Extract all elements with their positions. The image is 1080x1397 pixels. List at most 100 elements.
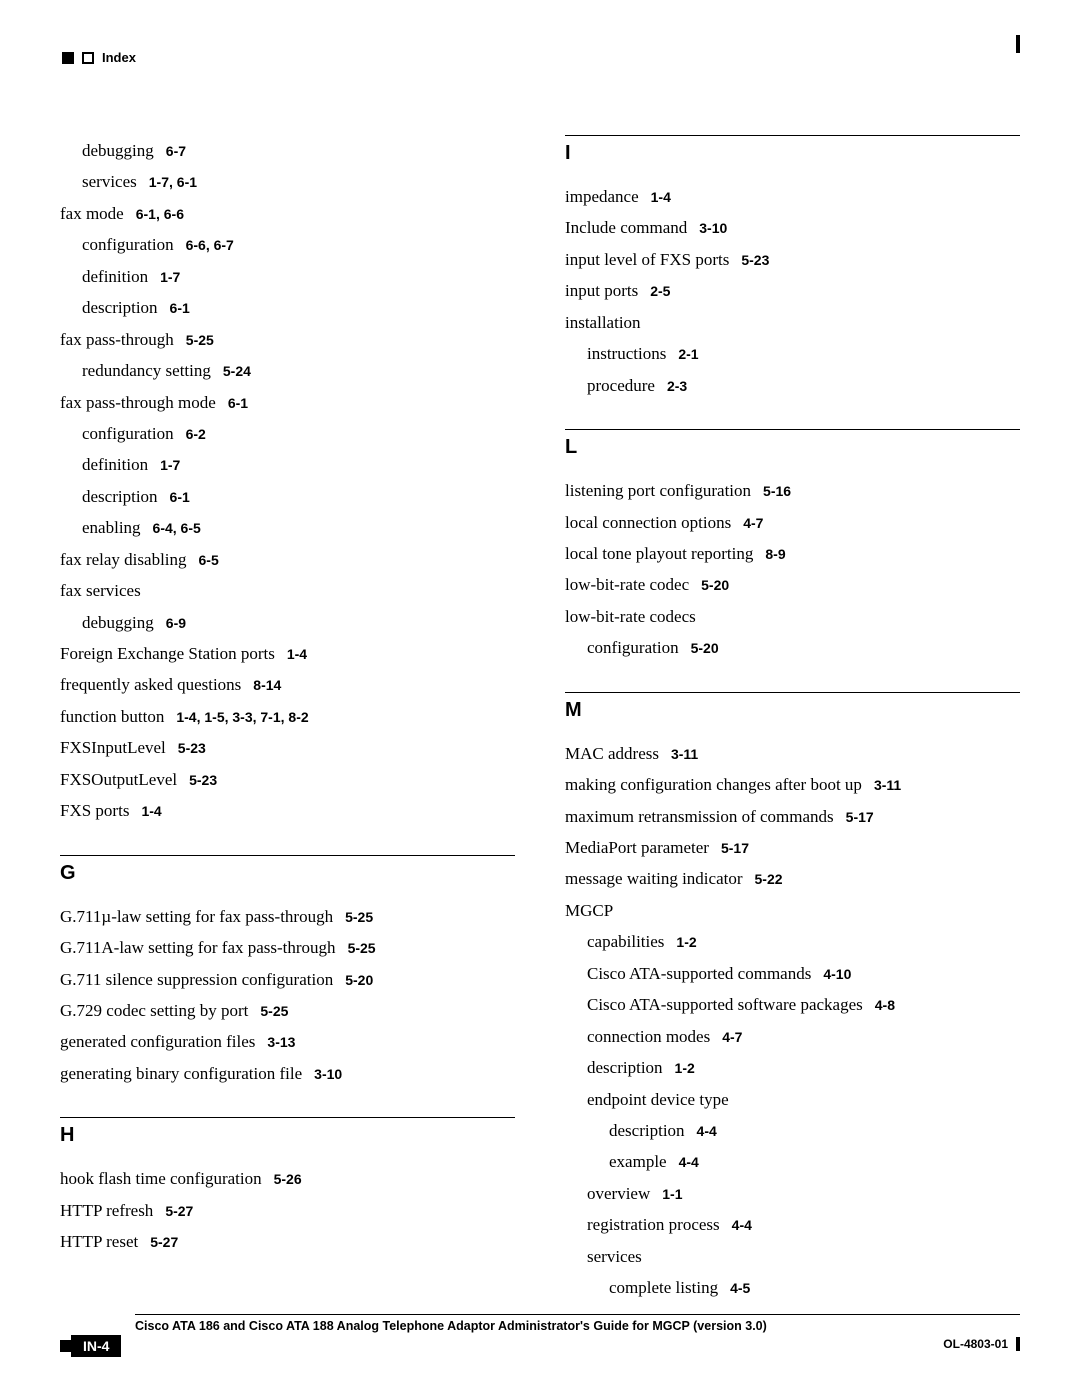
footer-doc-id: OL-4803-01	[943, 1319, 1020, 1351]
index-entry: definition1-7	[60, 261, 515, 292]
index-entry: low-bit-rate codecs	[565, 601, 1020, 632]
index-page-ref: 4-4	[667, 1154, 699, 1170]
index-entry: HTTP reset5-27	[60, 1226, 515, 1257]
header-outline-icon	[82, 52, 94, 64]
index-page-ref: 6-5	[187, 552, 219, 568]
footer-tick-icon	[1016, 1337, 1020, 1351]
index-term: fax pass-through	[60, 330, 174, 349]
index-term: configuration	[82, 424, 174, 443]
index-page-ref: 6-4, 6-5	[141, 520, 201, 536]
page-number: IN-4	[71, 1335, 121, 1357]
index-entry: fax services	[60, 575, 515, 606]
index-entry: function button1-4, 1-5, 3-3, 7-1, 8-2	[60, 701, 515, 732]
index-entry: fax relay disabling6-5	[60, 544, 515, 575]
index-entry: Include command3-10	[565, 212, 1020, 243]
index-term: description	[609, 1121, 685, 1140]
index-term: generated configuration files	[60, 1032, 255, 1051]
index-entry: Cisco ATA-supported commands4-10	[565, 958, 1020, 989]
index-term: complete listing	[609, 1278, 718, 1297]
index-term: Cisco ATA-supported commands	[587, 964, 811, 983]
page-footer: Cisco ATA 186 and Cisco ATA 188 Analog T…	[60, 1314, 1020, 1357]
index-entry: Cisco ATA-supported software packages4-8	[565, 989, 1020, 1020]
index-page-ref: 5-27	[138, 1234, 178, 1250]
index-term: overview	[587, 1184, 650, 1203]
index-page-ref: 3-11	[659, 746, 698, 762]
index-entry: FXSInputLevel5-23	[60, 732, 515, 763]
index-page: Index debugging6-7services1-7, 6-1fax mo…	[0, 0, 1080, 1397]
index-page-ref: 6-6, 6-7	[174, 237, 234, 253]
index-term: description	[82, 487, 158, 506]
index-page-ref: 4-5	[718, 1280, 750, 1296]
section-letter: L	[565, 436, 1020, 459]
section-letter: M	[565, 699, 1020, 722]
index-term: maximum retransmission of commands	[565, 807, 834, 826]
index-term: listening port configuration	[565, 481, 751, 500]
index-page-ref: 5-23	[177, 772, 217, 788]
index-page-ref: 3-13	[255, 1034, 295, 1050]
index-term: fax relay disabling	[60, 550, 187, 569]
index-entry: MediaPort parameter5-17	[565, 832, 1020, 863]
index-term: fax services	[60, 581, 141, 600]
index-entry: impedance1-4	[565, 181, 1020, 212]
section-rule	[60, 1117, 515, 1118]
index-page-ref: 2-5	[638, 283, 670, 299]
index-page-ref: 6-1, 6-6	[124, 206, 184, 222]
index-page-ref: 5-24	[211, 363, 251, 379]
index-page-ref: 1-7	[148, 457, 180, 473]
index-entry: installation	[565, 307, 1020, 338]
index-entry: connection modes4-7	[565, 1021, 1020, 1052]
index-entry: debugging6-7	[60, 135, 515, 166]
index-page-ref: 5-26	[262, 1171, 302, 1187]
index-term: hook flash time configuration	[60, 1169, 262, 1188]
index-entry: G.711A-law setting for fax pass-through5…	[60, 932, 515, 963]
index-page-ref: 5-20	[333, 972, 373, 988]
index-entry: configuration6-2	[60, 418, 515, 449]
index-term: G.711 silence suppression configuration	[60, 970, 333, 989]
index-term: procedure	[587, 376, 655, 395]
index-entry: G.729 codec setting by port5-25	[60, 995, 515, 1026]
index-entry: debugging6-9	[60, 607, 515, 638]
index-page-ref: 4-7	[731, 515, 763, 531]
index-term: instructions	[587, 344, 666, 363]
index-entry: example4-4	[565, 1146, 1020, 1177]
index-term: G.711µ-law setting for fax pass-through	[60, 907, 333, 926]
index-term: local connection options	[565, 513, 731, 532]
section-rule	[565, 429, 1020, 430]
index-term: configuration	[82, 235, 174, 254]
index-page-ref: 1-2	[663, 1060, 695, 1076]
index-term: local tone playout reporting	[565, 544, 753, 563]
index-entry: complete listing4-5	[565, 1272, 1020, 1303]
index-page-ref: 1-7	[148, 269, 180, 285]
index-term: MAC address	[565, 744, 659, 763]
index-term: Cisco ATA-supported software packages	[587, 995, 863, 1014]
index-page-ref: 1-4, 1-5, 3-3, 7-1, 8-2	[164, 709, 308, 725]
index-term: input level of FXS ports	[565, 250, 729, 269]
index-entry: services	[565, 1241, 1020, 1272]
index-entry: procedure2-3	[565, 370, 1020, 401]
section-rule	[60, 855, 515, 856]
index-term: FXSInputLevel	[60, 738, 166, 757]
index-page-ref: 5-22	[743, 871, 783, 887]
index-page-ref: 8-14	[241, 677, 281, 693]
index-term: services	[82, 172, 137, 191]
index-entry: MGCP	[565, 895, 1020, 926]
index-term: FXSOutputLevel	[60, 770, 177, 789]
index-page-ref: 2-1	[666, 346, 698, 362]
doc-id-text: OL-4803-01	[943, 1337, 1008, 1351]
index-page-ref: 5-16	[751, 483, 791, 499]
index-page-ref: 4-4	[685, 1123, 717, 1139]
index-section: Iimpedance1-4Include command3-10input le…	[565, 135, 1020, 401]
index-term: Foreign Exchange Station ports	[60, 644, 275, 663]
index-page-ref: 5-20	[689, 577, 729, 593]
index-term: MediaPort parameter	[565, 838, 709, 857]
index-term: generating binary configuration file	[60, 1064, 302, 1083]
index-term: HTTP refresh	[60, 1201, 153, 1220]
index-term: G.711A-law setting for fax pass-through	[60, 938, 336, 957]
index-term: enabling	[82, 518, 141, 537]
index-term: endpoint device type	[587, 1090, 729, 1109]
index-entry: hook flash time configuration5-26	[60, 1163, 515, 1194]
index-entry: description6-1	[60, 481, 515, 512]
index-page-ref: 5-17	[709, 840, 749, 856]
index-entry: Foreign Exchange Station ports1-4	[60, 638, 515, 669]
index-entry: services1-7, 6-1	[60, 166, 515, 197]
